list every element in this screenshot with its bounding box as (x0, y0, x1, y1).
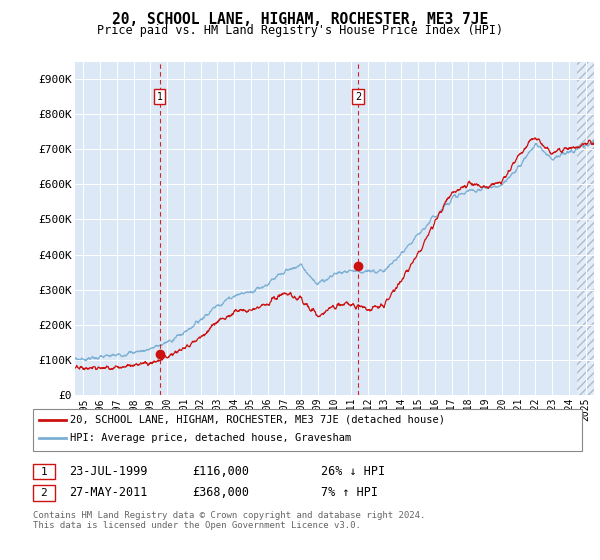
Text: Contains HM Land Registry data © Crown copyright and database right 2024.
This d: Contains HM Land Registry data © Crown c… (33, 511, 425, 530)
Bar (577, 62, 594, 395)
Text: 20, SCHOOL LANE, HIGHAM, ROCHESTER, ME3 7JE (detached house): 20, SCHOOL LANE, HIGHAM, ROCHESTER, ME3 … (70, 415, 445, 425)
Text: 1: 1 (40, 466, 47, 477)
Bar (577, 62, 594, 395)
Text: 20, SCHOOL LANE, HIGHAM, ROCHESTER, ME3 7JE: 20, SCHOOL LANE, HIGHAM, ROCHESTER, ME3 … (112, 12, 488, 27)
Text: 1: 1 (157, 92, 163, 102)
Text: 2: 2 (355, 92, 361, 102)
Text: 23-JUL-1999: 23-JUL-1999 (69, 465, 148, 478)
Text: £368,000: £368,000 (192, 486, 249, 500)
Text: 26% ↓ HPI: 26% ↓ HPI (321, 465, 385, 478)
Text: HPI: Average price, detached house, Gravesham: HPI: Average price, detached house, Grav… (70, 433, 352, 444)
Text: 2: 2 (40, 488, 47, 498)
Text: 7% ↑ HPI: 7% ↑ HPI (321, 486, 378, 500)
Text: Price paid vs. HM Land Registry's House Price Index (HPI): Price paid vs. HM Land Registry's House … (97, 24, 503, 36)
Text: £116,000: £116,000 (192, 465, 249, 478)
Text: 27-MAY-2011: 27-MAY-2011 (69, 486, 148, 500)
